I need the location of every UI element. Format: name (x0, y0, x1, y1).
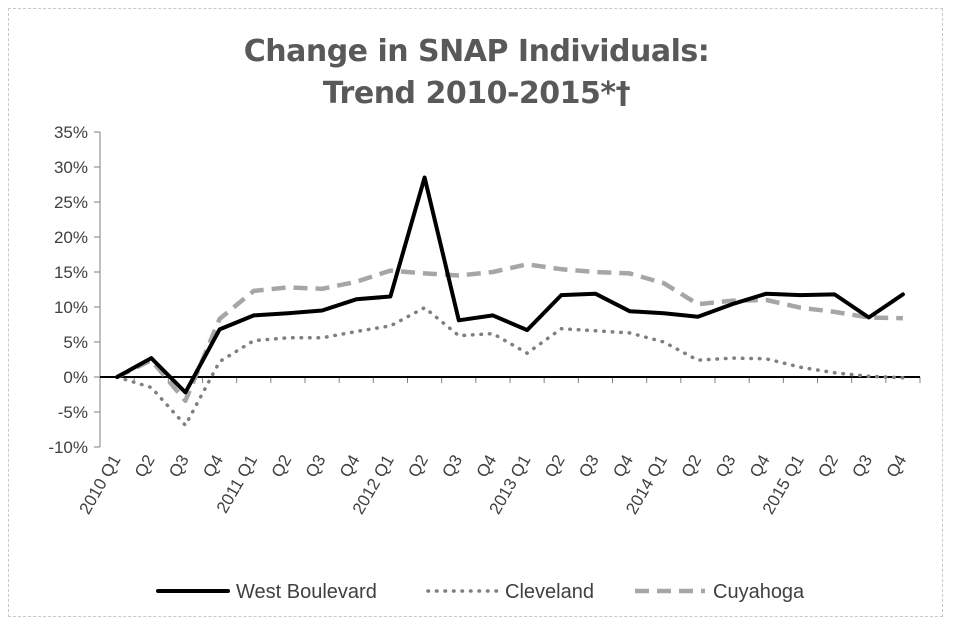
x-tick-label: Q4 (473, 451, 501, 480)
y-tick-label: -10% (48, 438, 88, 457)
series-lines (115, 175, 905, 428)
x-tick-label: Q2 (404, 452, 432, 481)
chart-title: Change in SNAP Individuals: (243, 34, 710, 69)
x-tick-label: Q4 (883, 452, 911, 481)
axes (99, 132, 921, 447)
x-tick-label: Q2 (814, 452, 842, 481)
y-tick-label: 35% (54, 123, 88, 142)
y-tick-label: 30% (54, 158, 88, 177)
y-tick-label: -5% (58, 403, 88, 422)
series-line-cuyahoga (116, 262, 903, 404)
y-tick-label: 20% (54, 228, 88, 247)
x-tick-label: Q3 (575, 452, 603, 481)
series-line-west-boulevard (115, 175, 905, 395)
x-tick-label: Q3 (848, 452, 876, 481)
x-tick-label: Q4 (746, 452, 774, 481)
x-tick-label: Q4 (336, 452, 364, 481)
x-tick-label: Q2 (268, 452, 296, 481)
series-line-cleveland (115, 305, 905, 428)
y-tick-label: 5% (63, 333, 88, 352)
legend-label: West Boulevard (236, 581, 377, 603)
legend: West Boulevard Cleveland Cuyahoga (156, 581, 805, 603)
x-tick-label: Q3 (302, 452, 330, 481)
x-tick-label: Q3 (712, 452, 740, 481)
y-tick-label: 15% (54, 263, 88, 282)
x-tick-label: Q4 (609, 452, 637, 481)
legend-label: Cuyahoga (713, 581, 805, 603)
y-tick-labels: 35% 30% 25% 20% 15% 10% 5% 0% -5% -10% (48, 123, 88, 457)
x-tick-label: 2010 Q1 (75, 452, 124, 518)
x-tick-label: Q3 (165, 452, 193, 481)
gridlines (94, 131, 100, 448)
x-tick-label: Q4 (199, 452, 227, 481)
legend-label: Cleveland (505, 581, 594, 603)
chart-subtitle: Trend 2010-2015*† (322, 76, 631, 111)
y-tick-label: 10% (54, 298, 88, 317)
x-tick-label: Q3 (438, 452, 466, 481)
x-tick-label: Q2 (131, 452, 159, 481)
chart-frame (8, 8, 943, 617)
y-tick-label: 25% (54, 193, 88, 212)
x-tick-label: Q2 (678, 452, 706, 481)
y-tick-label: 0% (63, 368, 88, 387)
x-tick-label: Q2 (541, 452, 569, 481)
